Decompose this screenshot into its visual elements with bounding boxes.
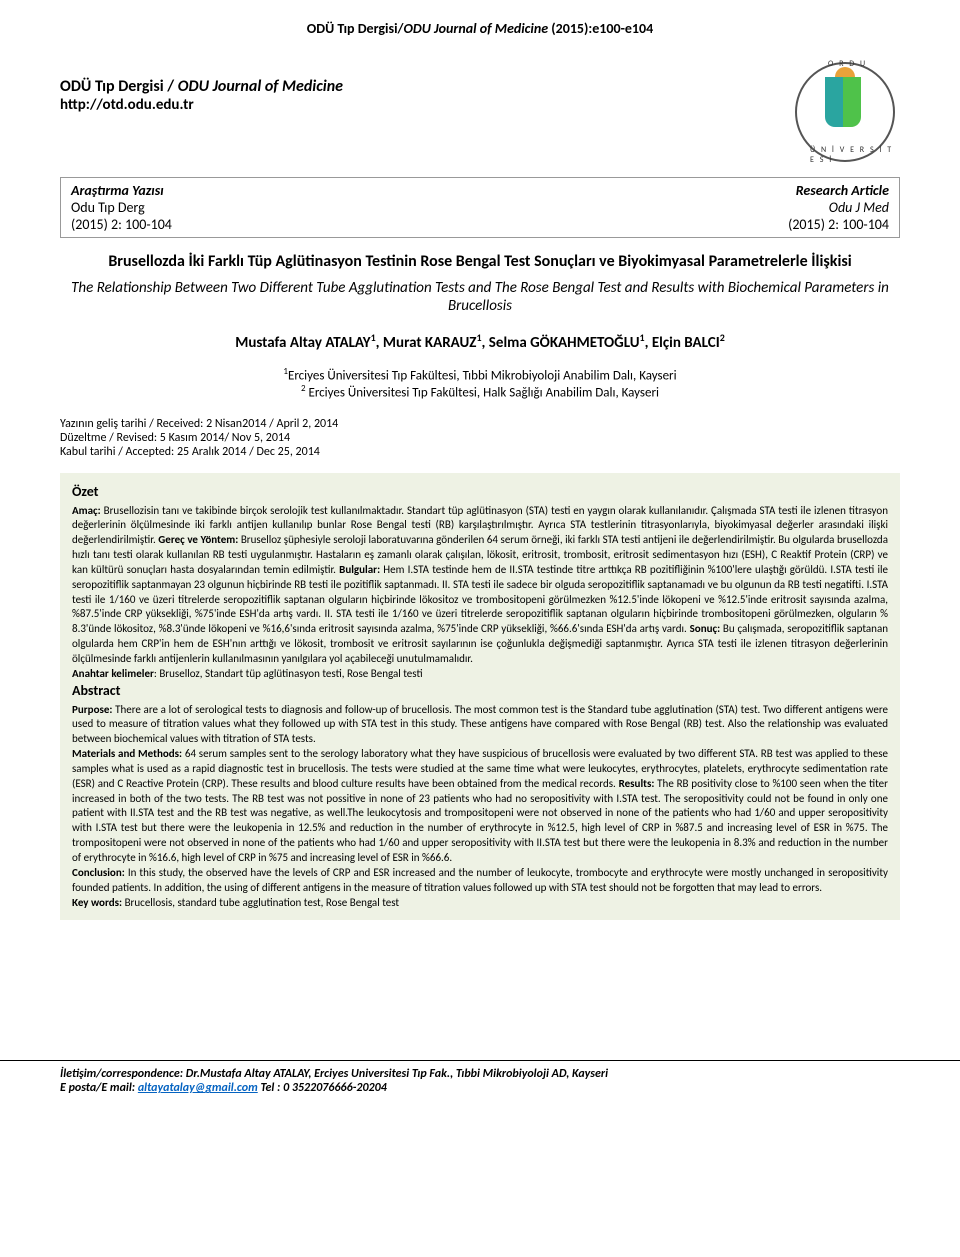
running-header-suffix: (2015):e100-e104 xyxy=(548,20,653,37)
amac-label: Amaç: xyxy=(72,504,101,517)
running-header-italic: ODU Journal of Medicine xyxy=(404,20,549,37)
footer: İletişim/correspondence: Dr.Mustafa Alta… xyxy=(0,1060,960,1111)
university-logo: O R D U Ü N İ V E R S İ T E S İ xyxy=(790,57,900,167)
ozet-head: Özet xyxy=(72,483,888,502)
journal-name-italic: ODU Journal of Medicine xyxy=(178,77,343,96)
meta-right-issue: (2015) 2: 100-104 xyxy=(788,216,889,233)
affiliation-2: 2 Erciyes Üniversitesi Tıp Fakültesi, Ha… xyxy=(60,383,900,400)
abstract-purpose: Purpose: There are a lot of serological … xyxy=(72,703,888,748)
meta-right-journal: Odu J Med xyxy=(788,199,889,216)
journal-title: ODÜ Tıp Dergisi / ODU Journal of Medicin… xyxy=(60,77,343,96)
meta-left: Araştırma Yazısı Odu Tıp Derg (2015) 2: … xyxy=(71,182,172,233)
authors: Mustafa Altay ATALAY1, Murat KARAUZ1, Se… xyxy=(60,331,900,352)
meta-left-journal: Odu Tıp Derg xyxy=(71,199,172,216)
date-revised: Düzeltme / Revised: 5 Kasım 2014/ Nov 5,… xyxy=(60,431,900,445)
ozet-body: Amaç: Brusellozisin tanı ve takibinde bi… xyxy=(72,504,888,667)
dates-block: Yazının geliş tarihi / Received: 2 Nisan… xyxy=(60,417,900,459)
ozet-keywords: Anahtar kelimeler: Bruselloz, Standart t… xyxy=(72,667,888,682)
journal-name-plain: ODÜ Tıp Dergisi / xyxy=(60,77,178,96)
bulgular-label: Bulgular: xyxy=(339,563,380,576)
purpose-text: There are a lot of serological tests to … xyxy=(72,703,888,746)
conclusion-label: Conclusion: xyxy=(72,866,125,879)
abstract-kw-label: Key words: xyxy=(72,896,122,909)
abstract-mm: Materials and Methods: 64 serum samples … xyxy=(72,747,888,866)
footer-email-label: E posta/E mail: xyxy=(60,1081,138,1095)
purpose-label: Purpose: xyxy=(72,703,112,716)
abstract-head: Abstract xyxy=(72,682,888,701)
gerec-label: Gereç ve Yöntem: xyxy=(158,533,238,546)
abstract-kw-text: Brucellosis, standard tube agglutination… xyxy=(122,896,399,909)
footer-tel-label: Tel : xyxy=(258,1081,283,1095)
affiliations: 1Erciyes Üniversitesi Tıp Fakültesi, Tıb… xyxy=(60,366,900,401)
journal-url: http://otd.odu.edu.tr xyxy=(60,96,343,114)
sonuc-label: Sonuç: xyxy=(690,622,721,635)
date-received: Yazının geliş tarihi / Received: 2 Nisan… xyxy=(60,417,900,431)
date-accepted: Kabul tarihi / Accepted: 25 Aralık 2014 … xyxy=(60,445,900,459)
footer-corr-label: İletişim/correspondence: xyxy=(60,1067,186,1081)
meta-right: Research Article Odu J Med (2015) 2: 100… xyxy=(788,182,889,233)
results-label: Results: xyxy=(619,777,655,790)
article-title-en: The Relationship Between Two Different T… xyxy=(60,279,900,315)
meta-left-type: Araştırma Yazısı xyxy=(71,182,172,199)
abstract-box: Özet Amaç: Brusellozisin tanı ve takibin… xyxy=(60,473,900,921)
meta-right-type: Research Article xyxy=(788,182,889,199)
footer-tel: 0 3522076666-20204 xyxy=(283,1081,387,1095)
affiliation-1: 1Erciyes Üniversitesi Tıp Fakültesi, Tıb… xyxy=(60,366,900,383)
meta-left-issue: (2015) 2: 100-104 xyxy=(71,216,172,233)
conclusion-text: In this study, the observed have the lev… xyxy=(72,866,888,894)
running-header-plain: ODÜ Tıp Dergisi/ xyxy=(307,20,404,37)
journal-title-area: ODÜ Tıp Dergisi / ODU Journal of Medicin… xyxy=(60,77,343,114)
running-header: ODÜ Tıp Dergisi/ODU Journal of Medicine … xyxy=(60,0,900,77)
article-meta-row: Araştırma Yazısı Odu Tıp Derg (2015) 2: … xyxy=(60,177,900,238)
article-title-tr: Brusellozda İki Farklı Tüp Aglütinasyon … xyxy=(60,252,900,271)
footer-line1: İletişim/correspondence: Dr.Mustafa Alta… xyxy=(60,1067,900,1081)
abstract-keywords: Key words: Brucellosis, standard tube ag… xyxy=(72,896,888,911)
footer-email-link[interactable]: altayatalay@gmail.com xyxy=(138,1081,258,1095)
footer-corr-text: Dr.Mustafa Altay ATALAY, Erciyes Univers… xyxy=(186,1067,608,1081)
ozet-kw-label: Anahtar kelimeler xyxy=(72,667,154,680)
journal-block: ODÜ Tıp Dergisi / ODU Journal of Medicin… xyxy=(60,77,900,167)
footer-line2: E posta/E mail: altayatalay@gmail.com Te… xyxy=(60,1081,900,1095)
mm-label: Materials and Methods: xyxy=(72,747,182,760)
abstract-conclusion: Conclusion: In this study, the observed … xyxy=(72,866,888,896)
ozet-kw-text: : Bruselloz, Standart tüp aglütinasyon t… xyxy=(154,667,423,680)
